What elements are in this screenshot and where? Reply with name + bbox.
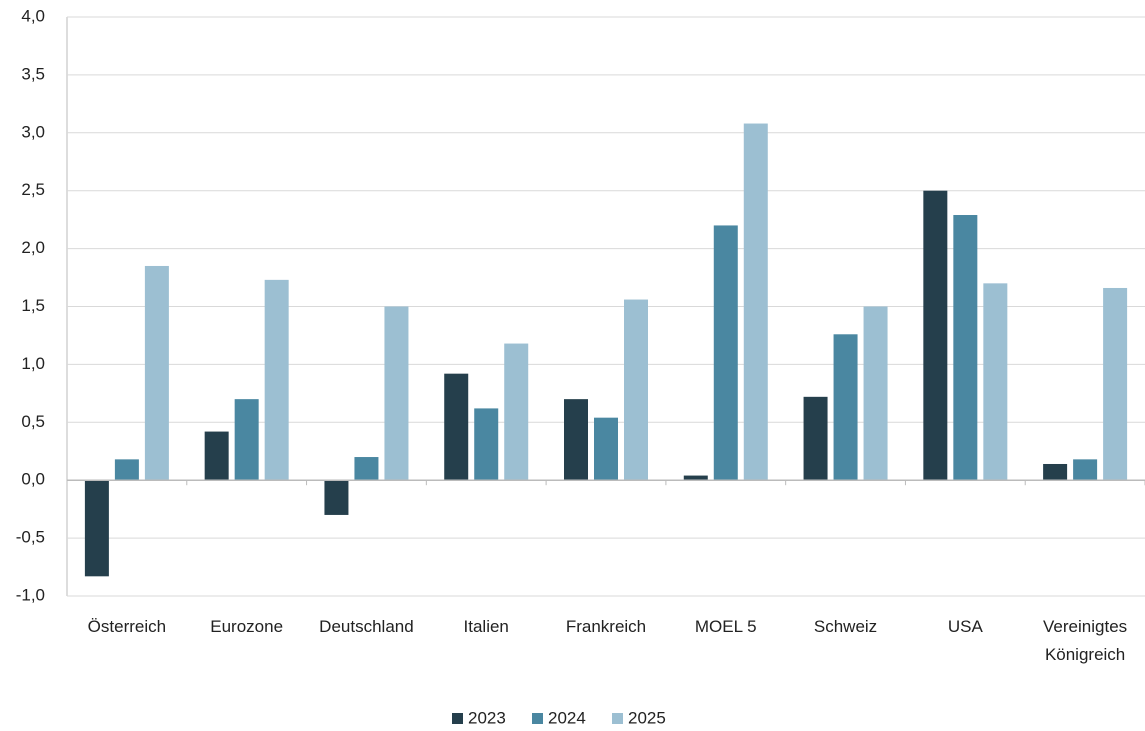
legend-label: 2024: [548, 708, 586, 727]
bar: [444, 373, 469, 481]
bar: [1043, 463, 1068, 481]
bar: [564, 399, 588, 481]
bar: [354, 457, 379, 481]
bar: [324, 480, 349, 515]
y-tick-label: 3,0: [21, 122, 45, 141]
x-tick-label: Österreich: [87, 617, 167, 636]
legend-label: 2025: [628, 708, 666, 727]
x-tick-label: Schweiz: [813, 617, 878, 636]
legend-swatch: [612, 713, 623, 724]
bar: [803, 396, 828, 481]
bar: [384, 306, 409, 481]
y-tick-label: -1,0: [16, 585, 45, 604]
legend-swatch: [532, 713, 543, 724]
bar: [624, 299, 648, 481]
legend-label: 2023: [468, 708, 506, 727]
bar: [833, 334, 858, 481]
y-tick-label: 3,5: [21, 64, 45, 83]
bar: [1103, 287, 1128, 481]
x-tick-label: MOEL 5: [694, 617, 757, 636]
x-tick-label: USA: [947, 617, 983, 636]
legend-swatch: [452, 713, 463, 724]
y-tick-label: 1,0: [21, 354, 45, 373]
bar: [504, 343, 529, 481]
y-tick-label: 0,5: [21, 412, 45, 431]
bar: [594, 417, 618, 481]
bar: [474, 408, 499, 481]
y-tick-label: 1,5: [21, 296, 45, 315]
bar: [713, 225, 738, 481]
bar: [1073, 459, 1098, 481]
x-tick-label: Italien: [463, 617, 509, 636]
y-tick-label: 0,0: [21, 470, 45, 489]
x-tick-label: Frankreich: [565, 617, 647, 636]
bar: [863, 306, 888, 481]
y-tick-label: -0,5: [16, 528, 45, 547]
bar: [144, 265, 169, 481]
bar: [84, 480, 109, 577]
bar: [114, 459, 139, 481]
x-tick-label: Eurozone: [210, 617, 284, 636]
bar: [204, 431, 229, 481]
y-tick-label: 2,5: [21, 180, 45, 199]
bar: [743, 123, 768, 481]
x-tick-label: Vereinigtes Königreich: [1043, 617, 1128, 664]
bar: [923, 190, 948, 481]
y-tick-label: 2,0: [21, 238, 45, 257]
y-tick-label: 4,0: [21, 6, 45, 25]
bar: [683, 475, 708, 481]
bar: [953, 215, 978, 481]
bar: [983, 283, 1008, 481]
bar: [234, 399, 259, 481]
x-tick-label: Deutschland: [319, 617, 414, 636]
bar: [264, 279, 289, 481]
